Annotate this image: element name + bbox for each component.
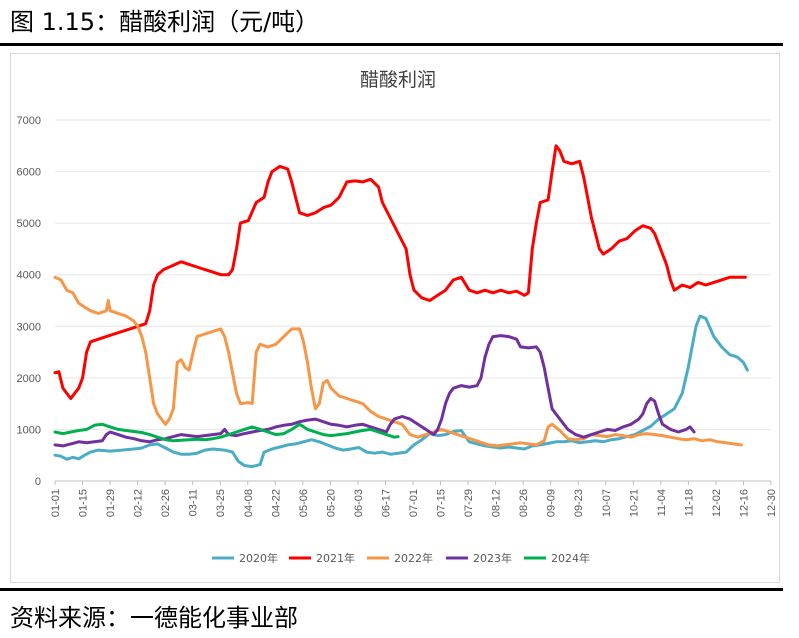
x-tick-label: 01-29: [105, 489, 117, 517]
x-tick-label: 12-30: [766, 489, 778, 517]
y-tick-label: 1000: [17, 424, 41, 436]
x-tick-label: 08-12: [491, 489, 503, 517]
top-rule: [0, 43, 783, 46]
y-tick-label: 5000: [17, 218, 41, 230]
y-tick-label: 2000: [17, 373, 41, 385]
x-tick-label: 05-20: [325, 489, 337, 517]
x-tick-label: 05-06: [298, 489, 310, 517]
legend: 2020年 2021年 2022年 2023年 2024年: [212, 551, 590, 565]
legend-label: 2023年: [473, 551, 512, 565]
y-axis-ticks: 0 1000 2000 3000 4000 5000 6000 7000: [17, 115, 41, 488]
gridlines: [55, 119, 771, 482]
chart-title: 醋酸利润: [360, 69, 436, 91]
y-tick-label: 7000: [17, 115, 41, 127]
x-tick-label: 06-03: [353, 489, 365, 517]
x-tick-label: 07-29: [463, 489, 475, 517]
x-tick-label: 10-07: [601, 489, 613, 517]
source-note: 资料来源：一德能化事业部: [10, 604, 298, 632]
x-tick-label: 04-08: [243, 489, 255, 517]
x-tick-label: 06-17: [380, 489, 392, 517]
x-axis-ticks: 01-01 01-15 01-29 02-12 02-26 03-11 03-25 04-08…: [50, 481, 778, 517]
x-tick-label: 09-23: [573, 489, 585, 517]
chart-frame: [10, 53, 780, 583]
x-tick-label: 12-02: [711, 489, 723, 517]
legend-label: 2020年: [239, 551, 278, 565]
y-tick-label: 4000: [17, 270, 41, 282]
x-tick-label: 07-01: [408, 489, 420, 517]
y-tick-label: 6000: [17, 167, 41, 179]
figure-title: 图 1.15：醋酸利润（元/吨）: [10, 8, 320, 36]
legend-label: 2021年: [316, 551, 355, 565]
series-line: [53, 275, 743, 448]
y-tick-label: 3000: [17, 321, 41, 333]
x-tick-label: 03-11: [188, 489, 200, 516]
x-tick-label: 04-22: [270, 489, 282, 517]
x-tick-label: 03-25: [215, 489, 227, 517]
x-tick-label: 11-18: [683, 489, 695, 516]
x-tick-label: 01-01: [50, 489, 62, 517]
series-line: [53, 422, 400, 443]
bottom-rule: [0, 588, 783, 591]
x-tick-label: 02-12: [133, 489, 145, 517]
x-tick-label: 09-09: [546, 489, 558, 517]
x-tick-label: 01-15: [78, 489, 90, 517]
legend-label: 2024年: [551, 551, 590, 565]
series-lines: [53, 144, 749, 469]
series-line: [53, 334, 696, 448]
x-tick-label: 12-16: [738, 489, 750, 517]
series-line: [53, 144, 747, 400]
x-tick-label: 02-26: [160, 489, 172, 517]
x-tick-label: 08-26: [518, 489, 530, 517]
x-tick-label: 11-04: [656, 489, 668, 516]
y-tick-label: 0: [35, 476, 41, 488]
legend-label: 2022年: [394, 551, 433, 565]
x-tick-label: 07-15: [436, 489, 448, 517]
x-tick-label: 10-21: [628, 489, 640, 517]
series-line: [53, 314, 749, 469]
